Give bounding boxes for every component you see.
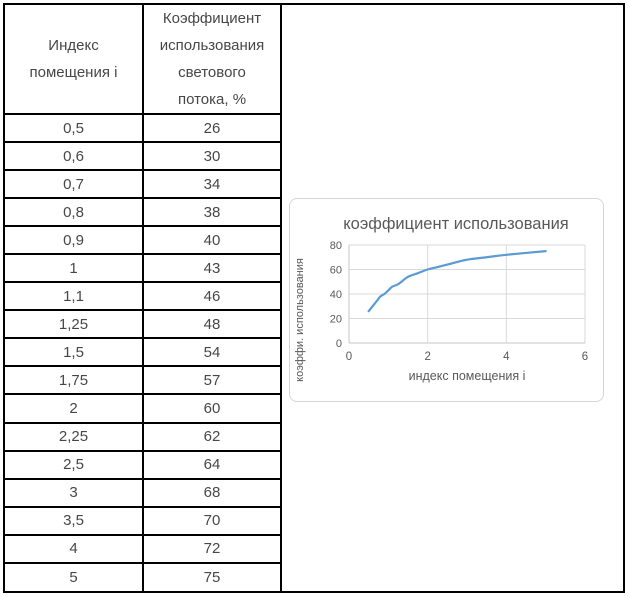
table-row: 2 60 bbox=[5, 393, 282, 424]
table-cell: 1,25 bbox=[5, 309, 144, 340]
chart-title: коэффициент использования bbox=[343, 215, 568, 233]
table-cell: 0,8 bbox=[5, 197, 144, 228]
table-body: 0,5 26 0,6 30 0,7 34 0,8 38 0,9 40 1 43 1,1 46 1,25 48 1… bbox=[5, 112, 282, 591]
table-cell: 26 bbox=[142, 112, 282, 144]
table-cell: 68 bbox=[142, 477, 282, 508]
x-axis-title: индекс помещения i bbox=[409, 369, 526, 383]
table-cell: 48 bbox=[142, 309, 282, 340]
column-header-line: светового bbox=[178, 64, 246, 81]
table-row: 2,5 64 bbox=[5, 449, 282, 480]
column-header-line: использования bbox=[159, 37, 265, 54]
y-axis-title: коэффи. использования bbox=[294, 258, 306, 382]
x-tick-label: 6 bbox=[582, 351, 588, 363]
table-cell: 3 bbox=[5, 477, 144, 508]
table-cell: 4 bbox=[5, 533, 144, 564]
series-line bbox=[367, 250, 547, 313]
table-cell: 64 bbox=[142, 449, 282, 480]
table-cell: 3,5 bbox=[5, 505, 144, 536]
table-cell: 43 bbox=[142, 253, 282, 284]
table-row: 4 72 bbox=[5, 533, 282, 564]
table-cell: 75 bbox=[142, 561, 282, 591]
x-tick-label: 0 bbox=[346, 351, 352, 363]
table-row: 2,25 62 bbox=[5, 421, 282, 452]
table-row: 5 75 bbox=[5, 561, 282, 591]
table-row: 3,5 70 bbox=[5, 505, 282, 536]
column-header-1: Коэффициент использования светового потока,… bbox=[142, 5, 282, 115]
table-cell: 40 bbox=[142, 225, 282, 256]
table-row: 1,75 57 bbox=[5, 365, 282, 396]
y-tick-label: 80 bbox=[330, 240, 342, 252]
document-frame: Индекс помещения i Коэффициент использовани… bbox=[3, 3, 625, 593]
table-row: 1,1 46 bbox=[5, 281, 282, 312]
chart-region: 0 20 40 60 80 0 2 4 6 коэффициент использования ин… bbox=[282, 5, 623, 591]
table-cell: 46 bbox=[142, 281, 282, 312]
chart-canvas: 0 20 40 60 80 0 2 4 6 коэффициент использования ин… bbox=[294, 215, 588, 383]
table-row: 0,9 40 bbox=[5, 225, 282, 256]
table-row: 0,6 30 bbox=[5, 141, 282, 172]
table-row: 0,8 38 bbox=[5, 197, 282, 228]
utilization-table: Индекс помещения i Коэффициент использовани… bbox=[5, 5, 282, 591]
table-cell: 54 bbox=[142, 337, 282, 368]
table-row: 3 68 bbox=[5, 477, 282, 508]
column-header-line: Коэффициент bbox=[162, 10, 262, 27]
table-cell: 0,5 bbox=[5, 112, 144, 144]
table-cell: 2,25 bbox=[5, 421, 144, 452]
table-cell: 60 bbox=[142, 393, 282, 424]
table-row: 1,25 48 bbox=[5, 309, 282, 340]
table-cell: 1,5 bbox=[5, 337, 144, 368]
table-cell: 0,9 bbox=[5, 225, 144, 256]
column-header-0: Индекс помещения i bbox=[5, 5, 144, 115]
table-cell: 5 bbox=[5, 561, 144, 591]
table-cell: 2 bbox=[5, 393, 144, 424]
utilization-chart: 0 20 40 60 80 0 2 4 6 коэффициент использования ин… bbox=[289, 198, 604, 402]
table-cell: 72 bbox=[142, 533, 282, 564]
table-cell: 62 bbox=[142, 421, 282, 452]
table-cell: 0,6 bbox=[5, 141, 144, 172]
table-cell: 0,7 bbox=[5, 169, 144, 200]
table-header-row: Индекс помещения i Коэффициент использовани… bbox=[5, 5, 282, 115]
table-row: 1 43 bbox=[5, 253, 282, 284]
column-header-line: Индекс bbox=[48, 37, 99, 54]
table-cell: 30 bbox=[142, 141, 282, 172]
y-tick-label: 40 bbox=[330, 289, 342, 301]
column-header-line: помещения i bbox=[29, 64, 118, 81]
x-tick-label: 2 bbox=[424, 351, 430, 363]
table-row: 0,7 34 bbox=[5, 169, 282, 200]
table-cell: 34 bbox=[142, 169, 282, 200]
y-tick-label: 20 bbox=[330, 314, 342, 326]
x-tick-label: 4 bbox=[503, 351, 510, 363]
table-cell: 1,1 bbox=[5, 281, 144, 312]
table-cell: 1 bbox=[5, 253, 144, 284]
table-header: Индекс помещения i Коэффициент использовани… bbox=[5, 5, 282, 115]
y-tick-label: 60 bbox=[330, 265, 342, 277]
table-row: 0,5 26 bbox=[5, 112, 282, 144]
table-row: 1,5 54 bbox=[5, 337, 282, 368]
table-cell: 1,75 bbox=[5, 365, 144, 396]
table-cell: 57 bbox=[142, 365, 282, 396]
table-cell: 38 bbox=[142, 197, 282, 228]
table-cell: 2,5 bbox=[5, 449, 144, 480]
column-header-line: потока, % bbox=[177, 91, 247, 108]
y-tick-label: 0 bbox=[336, 338, 342, 350]
table-cell: 70 bbox=[142, 505, 282, 536]
